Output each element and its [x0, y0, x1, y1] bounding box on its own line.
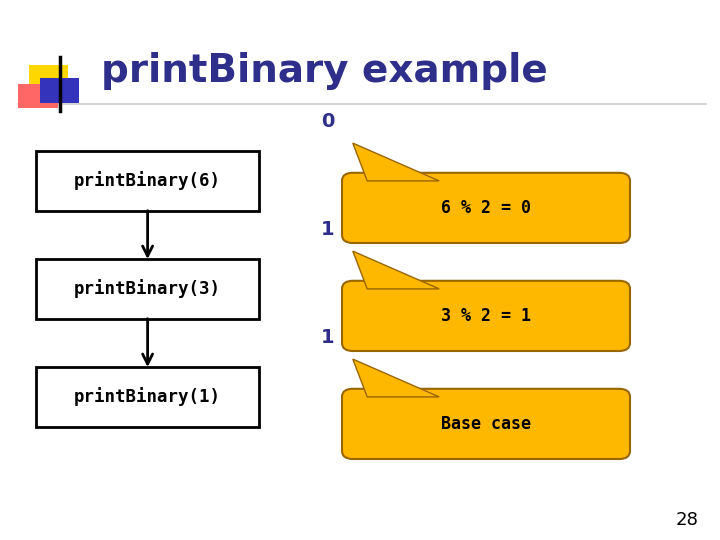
Text: 6 % 2 = 0: 6 % 2 = 0: [441, 199, 531, 217]
Text: 3 % 2 = 1: 3 % 2 = 1: [441, 307, 531, 325]
Text: printBinary(6): printBinary(6): [74, 171, 221, 191]
Polygon shape: [353, 251, 439, 289]
Text: printBinary example: printBinary example: [101, 52, 547, 90]
Text: 0: 0: [321, 112, 334, 131]
FancyBboxPatch shape: [36, 367, 259, 427]
FancyBboxPatch shape: [36, 259, 259, 319]
Text: printBinary(3): printBinary(3): [74, 279, 221, 299]
FancyBboxPatch shape: [342, 173, 630, 243]
Text: Base case: Base case: [441, 415, 531, 433]
FancyBboxPatch shape: [342, 389, 630, 459]
FancyBboxPatch shape: [342, 281, 630, 351]
Polygon shape: [29, 65, 68, 89]
Polygon shape: [353, 143, 439, 181]
FancyBboxPatch shape: [36, 151, 259, 211]
Text: printBinary(1): printBinary(1): [74, 387, 221, 407]
Polygon shape: [18, 84, 58, 108]
Text: 1: 1: [321, 220, 334, 239]
Text: 28: 28: [675, 511, 698, 529]
Polygon shape: [40, 78, 79, 103]
Text: 1: 1: [321, 328, 334, 347]
Polygon shape: [353, 359, 439, 397]
